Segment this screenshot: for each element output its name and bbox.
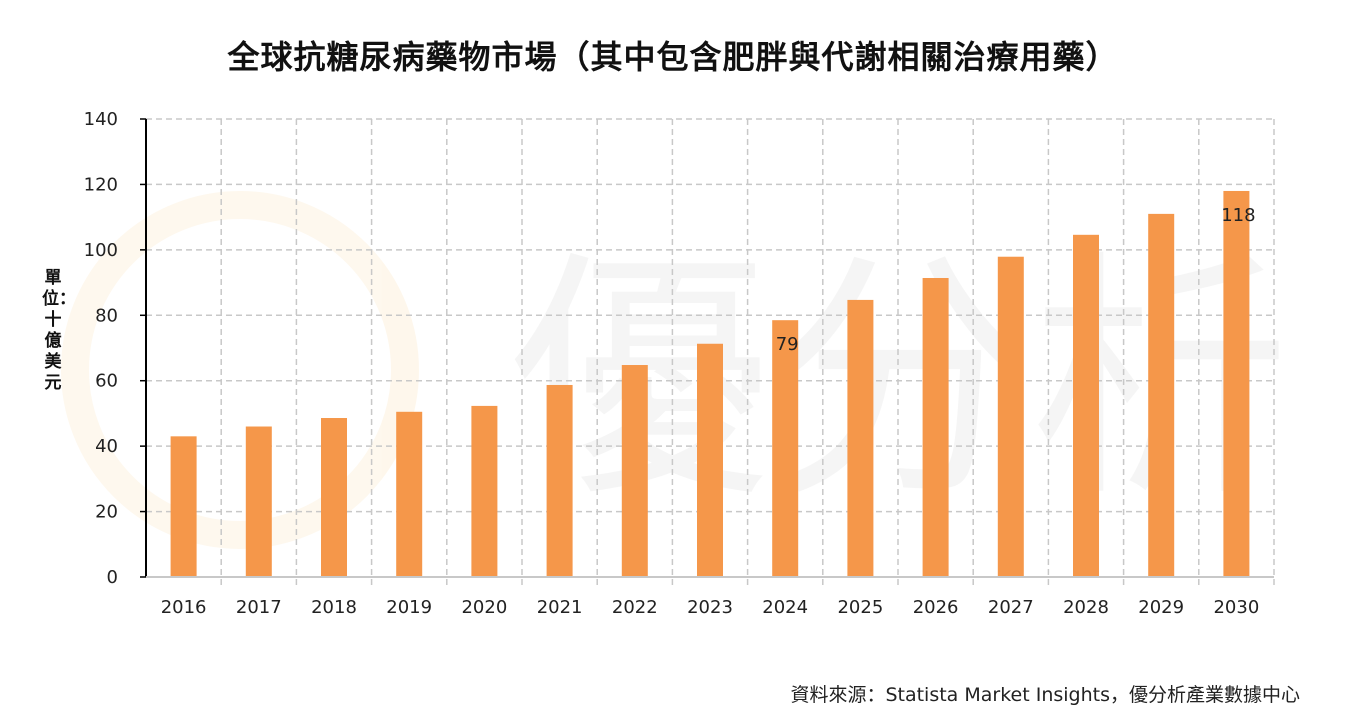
y-tick-label: 40 [95,436,118,457]
x-tick-label: 2019 [386,597,432,618]
bar-2020 [471,405,498,577]
bar-2021 [546,384,573,577]
x-tick-label: 2022 [612,597,658,618]
x-tick-label: 2026 [913,597,959,618]
bar-2025 [847,299,874,577]
x-tick-label: 2020 [461,597,507,618]
source-note: 資料來源：Statista Market Insights，優分析產業數據中心 [790,684,1300,706]
y-tick-label: 100 [84,240,118,261]
bar-2028 [1073,234,1099,577]
bar-2016 [170,436,197,577]
x-tick-label: 2028 [1063,597,1109,618]
x-tick-label: 2017 [236,597,282,618]
data-label-2024: 79 [776,334,799,355]
bar-2026 [922,277,949,577]
x-tick-label: 2030 [1213,597,1259,618]
x-tick-label: 2024 [762,597,808,618]
bar-2024 [772,320,799,577]
y-tick-label: 20 [95,502,118,523]
x-tick-label: 2018 [311,597,357,618]
bar-2019 [396,411,423,577]
bar-2018 [321,418,347,577]
y-tick-label: 0 [107,567,118,588]
bar-2030 [1223,190,1250,577]
bar-2029 [1148,213,1175,577]
x-tick-label: 2027 [988,597,1034,618]
bar-2017 [245,426,272,577]
y-tick-label: 120 [84,174,118,195]
data-label-2030: 118 [1221,205,1255,226]
y-tick-label: 140 [84,109,118,130]
chart-title: 全球抗糖尿病藥物市場（其中包含肥胖與代謝相關治療用藥） [227,38,1119,76]
y-tick-label: 60 [95,371,118,392]
x-tick-label: 2016 [161,597,207,618]
x-tick-label: 2021 [537,597,583,618]
bar-2022 [621,365,648,577]
x-tick-label: 2025 [837,597,883,618]
bar-2027 [997,256,1024,577]
bar-2023 [697,343,723,577]
x-tick-label: 2029 [1138,597,1184,618]
y-tick-label: 80 [95,305,118,326]
x-tick-label: 2023 [687,597,733,618]
